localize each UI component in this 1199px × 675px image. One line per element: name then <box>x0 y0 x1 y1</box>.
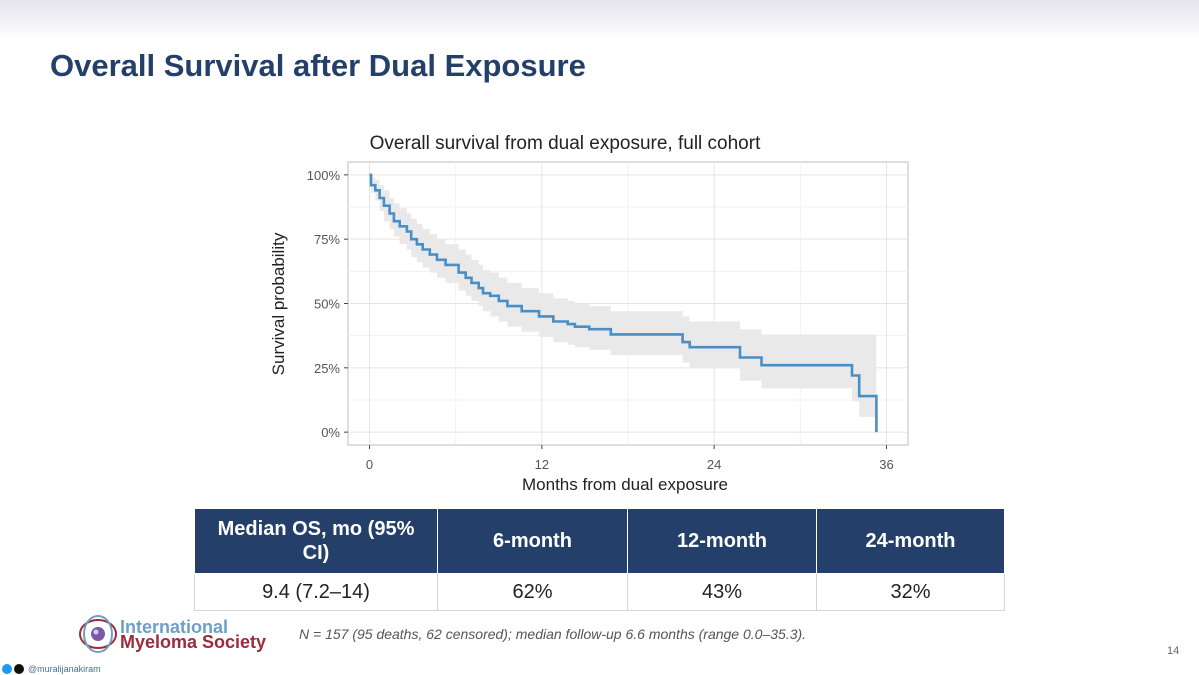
table-cell-median-os: 9.4 (7.2–14) <box>194 573 438 611</box>
axis-ticks: 0 12 24 36 0% 25% 50% 75% 100% <box>307 168 894 472</box>
twitter-icon <box>2 664 12 674</box>
survival-step-line <box>369 173 878 433</box>
x-tick-label: 12 <box>535 457 549 472</box>
y-tick-label: 50% <box>314 297 340 312</box>
y-tick-label: 75% <box>314 232 340 247</box>
slide-title: Overall Survival after Dual Exposure <box>50 48 586 83</box>
x-icon <box>14 664 24 674</box>
table-cell-24-month: 32% <box>816 573 1005 611</box>
x-tick-label: 0 <box>366 457 373 472</box>
y-tick-label: 0% <box>321 425 340 440</box>
ims-logo-icon <box>79 615 117 653</box>
x-tick-label: 24 <box>707 457 721 472</box>
grid-lines <box>348 162 908 445</box>
x-axis-label: Months from dual exposure <box>522 475 728 494</box>
y-tick-label: 100% <box>307 168 341 183</box>
table-cell-12-month: 43% <box>627 573 817 611</box>
y-axis-label: Survival probability <box>269 232 288 375</box>
survival-curve <box>369 173 878 433</box>
table-header-row: Median OS, mo (95% CI) 6-month 12-month … <box>194 508 1005 574</box>
footnote: N = 157 (95 deaths, 62 censored); median… <box>299 626 807 642</box>
x-tick-label: 36 <box>879 457 893 472</box>
logo-text-line1: International <box>120 617 229 637</box>
logo-text-line2: Myeloma Society <box>120 632 267 652</box>
survival-summary-table: Median OS, mo (95% CI) 6-month 12-month … <box>194 508 1005 611</box>
km-survival-chart: 0 12 24 36 0% 25% 50% 75% 100% Overall survival … <box>269 133 909 494</box>
table-row: 9.4 (7.2–14) 62% 43% 32% <box>194 573 1005 611</box>
table-header-median-os: Median OS, mo (95% CI) <box>194 508 438 574</box>
table-cell-6-month: 62% <box>437 573 628 611</box>
social-handle-text: @muralijanakiram <box>28 664 101 674</box>
table-header-24-month: 24-month <box>816 508 1005 574</box>
page-number: 14 <box>1167 645 1180 657</box>
y-tick-label: 25% <box>314 361 340 376</box>
social-handle: @muralijanakiram <box>2 663 101 675</box>
slide-header-band <box>0 0 1199 40</box>
table-header-12-month: 12-month <box>627 508 817 574</box>
table-header-6-month: 6-month <box>437 508 628 574</box>
chart-title: Overall survival from dual exposure, ful… <box>370 133 761 154</box>
